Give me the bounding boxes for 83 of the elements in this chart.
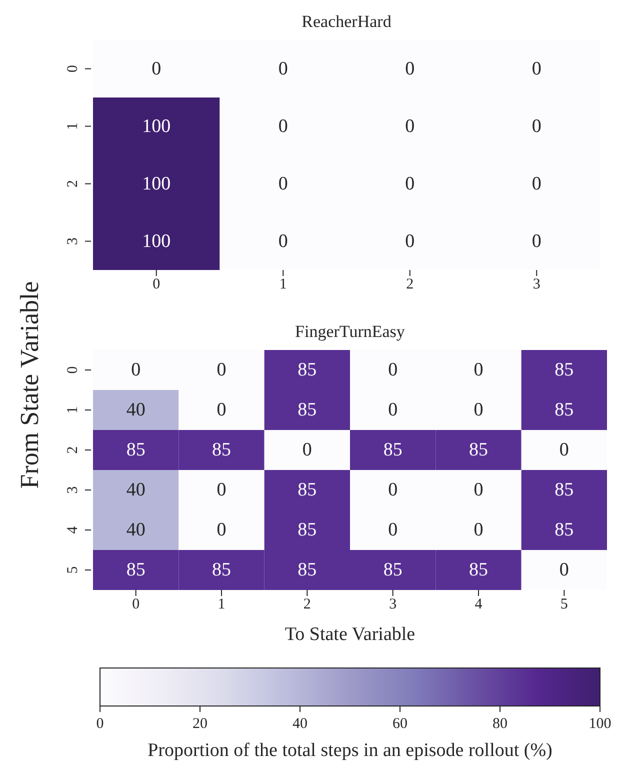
data-label: 0	[388, 480, 398, 500]
data-label: 85	[554, 400, 574, 420]
x-tick-label: 1	[218, 596, 226, 613]
data-label: 85	[212, 560, 231, 580]
y-tick-label: 5	[65, 566, 81, 574]
y-tick-label: 0	[65, 366, 81, 374]
data-label: 85	[554, 360, 574, 380]
color-bar-label: 60	[392, 716, 408, 732]
data-label: 0	[405, 58, 415, 80]
x-tick-label: 3	[532, 276, 540, 293]
data-label: 85	[212, 440, 231, 460]
data-label: 0	[216, 400, 226, 420]
data-label: 85	[383, 440, 402, 460]
data-label: 0	[278, 173, 288, 194]
x-axis-title: To State Variable	[284, 624, 416, 646]
data-label: 85	[298, 400, 317, 420]
data-label: 0	[278, 116, 288, 137]
y-axis-title: From State Variable	[15, 281, 44, 489]
data-label: 0	[474, 400, 484, 420]
chart-title: ReacherHard	[300, 12, 392, 32]
x-tick-label: 2	[406, 276, 414, 293]
x-tick-label: 1	[279, 276, 287, 293]
x-tick-label: 4	[474, 596, 483, 613]
data-label: 0	[532, 58, 542, 80]
data-label: 0	[388, 360, 398, 380]
x-tick-label: 2	[303, 596, 311, 613]
color-bar-title: Proportion of the total steps in an episode rollout (%)	[148, 740, 552, 761]
x-tick-label: 3	[389, 596, 397, 613]
y-tick-label: 4	[65, 526, 81, 534]
y-tick-label: 1	[65, 122, 81, 130]
data-label: 100	[142, 116, 171, 137]
x-tick-label: 0	[132, 596, 140, 613]
data-label: 0	[216, 480, 226, 500]
data-label: 40	[126, 480, 146, 500]
y-tick-label: 2	[65, 446, 81, 454]
data-label: 100	[142, 230, 171, 252]
data-label: 40	[126, 520, 146, 540]
data-label: 100	[142, 173, 171, 194]
color-bar-label: 100	[588, 716, 612, 732]
color-bar-label: 40	[292, 716, 308, 732]
data-label: 85	[469, 440, 488, 460]
data-label: 85	[298, 360, 317, 380]
y-tick-label: 0	[65, 65, 81, 72]
data-label: 85	[298, 560, 317, 580]
data-label: 0	[388, 520, 398, 540]
y-tick-label: 3	[65, 238, 81, 245]
data-label: 0	[474, 360, 484, 380]
data-label: 0	[302, 440, 312, 460]
y-tick-label: 1	[65, 406, 81, 414]
data-label: 0	[131, 360, 141, 380]
x-tick-label: 0	[152, 276, 160, 293]
data-label: 0	[278, 230, 288, 252]
data-label: 0	[216, 520, 226, 540]
data-label: 0	[216, 360, 226, 380]
color-bar-label: 80	[492, 716, 508, 732]
data-label: 85	[554, 520, 574, 540]
y-tick-label: 2	[65, 180, 81, 188]
data-label: 0	[278, 58, 288, 80]
data-label: 0	[474, 480, 484, 500]
data-label: 85	[298, 520, 317, 540]
data-label: 85	[298, 480, 317, 500]
data-label: 0	[405, 173, 415, 194]
data-label: 85	[126, 560, 146, 580]
data-label: 0	[559, 560, 569, 580]
color-bar-label: 0	[96, 716, 104, 732]
data-label: 0	[388, 400, 398, 420]
data-label: 0	[405, 230, 415, 252]
data-label: 85	[383, 560, 402, 580]
data-label: 40	[126, 400, 146, 420]
chart-title: FingerTurnEasy	[294, 322, 406, 342]
data-label: 85	[554, 480, 574, 500]
data-label: 0	[532, 116, 542, 137]
x-tick-label: 5	[560, 596, 568, 613]
data-label: 85	[126, 440, 146, 460]
data-label: 0	[152, 58, 162, 80]
data-label: 0	[532, 173, 542, 194]
color-bar-label: 20	[192, 716, 208, 732]
data-label: 0	[474, 520, 484, 540]
data-label: 0	[405, 116, 415, 137]
data-label: 0	[559, 440, 569, 460]
data-label: 85	[469, 560, 488, 580]
data-label: 0	[532, 230, 542, 252]
y-tick-label: 3	[65, 486, 81, 494]
